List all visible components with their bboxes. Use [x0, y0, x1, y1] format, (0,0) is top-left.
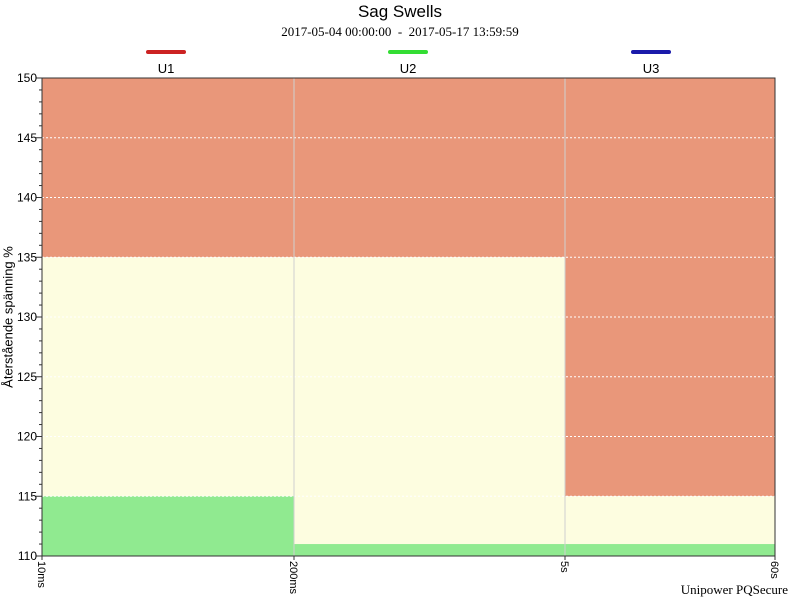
x-tick-label-1: 200ms	[287, 561, 299, 595]
x-tick-label-3: 60s	[768, 561, 780, 579]
y-tick-label-1: 115	[18, 489, 37, 503]
y-tick-label-3: 125	[17, 370, 37, 384]
region-red-2	[565, 78, 775, 497]
region-green-1	[294, 544, 565, 556]
y-tick-label-5: 135	[17, 250, 37, 264]
y-tick-label-0: 110	[18, 549, 37, 563]
region-red-0	[42, 78, 294, 258]
y-tick-label-4: 130	[17, 310, 37, 324]
legend-label-u2: U2	[400, 61, 417, 76]
region-green-2	[565, 544, 775, 556]
region-red-1	[294, 78, 565, 258]
region-green-0	[42, 496, 294, 556]
region-yellow-1	[294, 257, 565, 545]
y-tick-label-6: 140	[17, 191, 37, 205]
y-tick-label-2: 120	[17, 430, 37, 444]
x-tick-label-0: 10ms	[35, 561, 47, 588]
chart-title: Sag Swells	[357, 2, 443, 21]
legend-label-u1: U1	[158, 61, 175, 76]
credit-label: Unipower PQSecure	[680, 582, 788, 597]
legend-label-u3: U3	[643, 61, 660, 76]
region-yellow-2	[565, 496, 775, 545]
y-tick-label-7: 145	[17, 131, 37, 145]
y-tick-label-8: 150	[17, 71, 37, 85]
x-tick-label-2: 5s	[558, 561, 570, 573]
chart-subtitle: 2017-05-04 00:00:00 - 2017-05-17 13:59:5…	[281, 24, 519, 39]
